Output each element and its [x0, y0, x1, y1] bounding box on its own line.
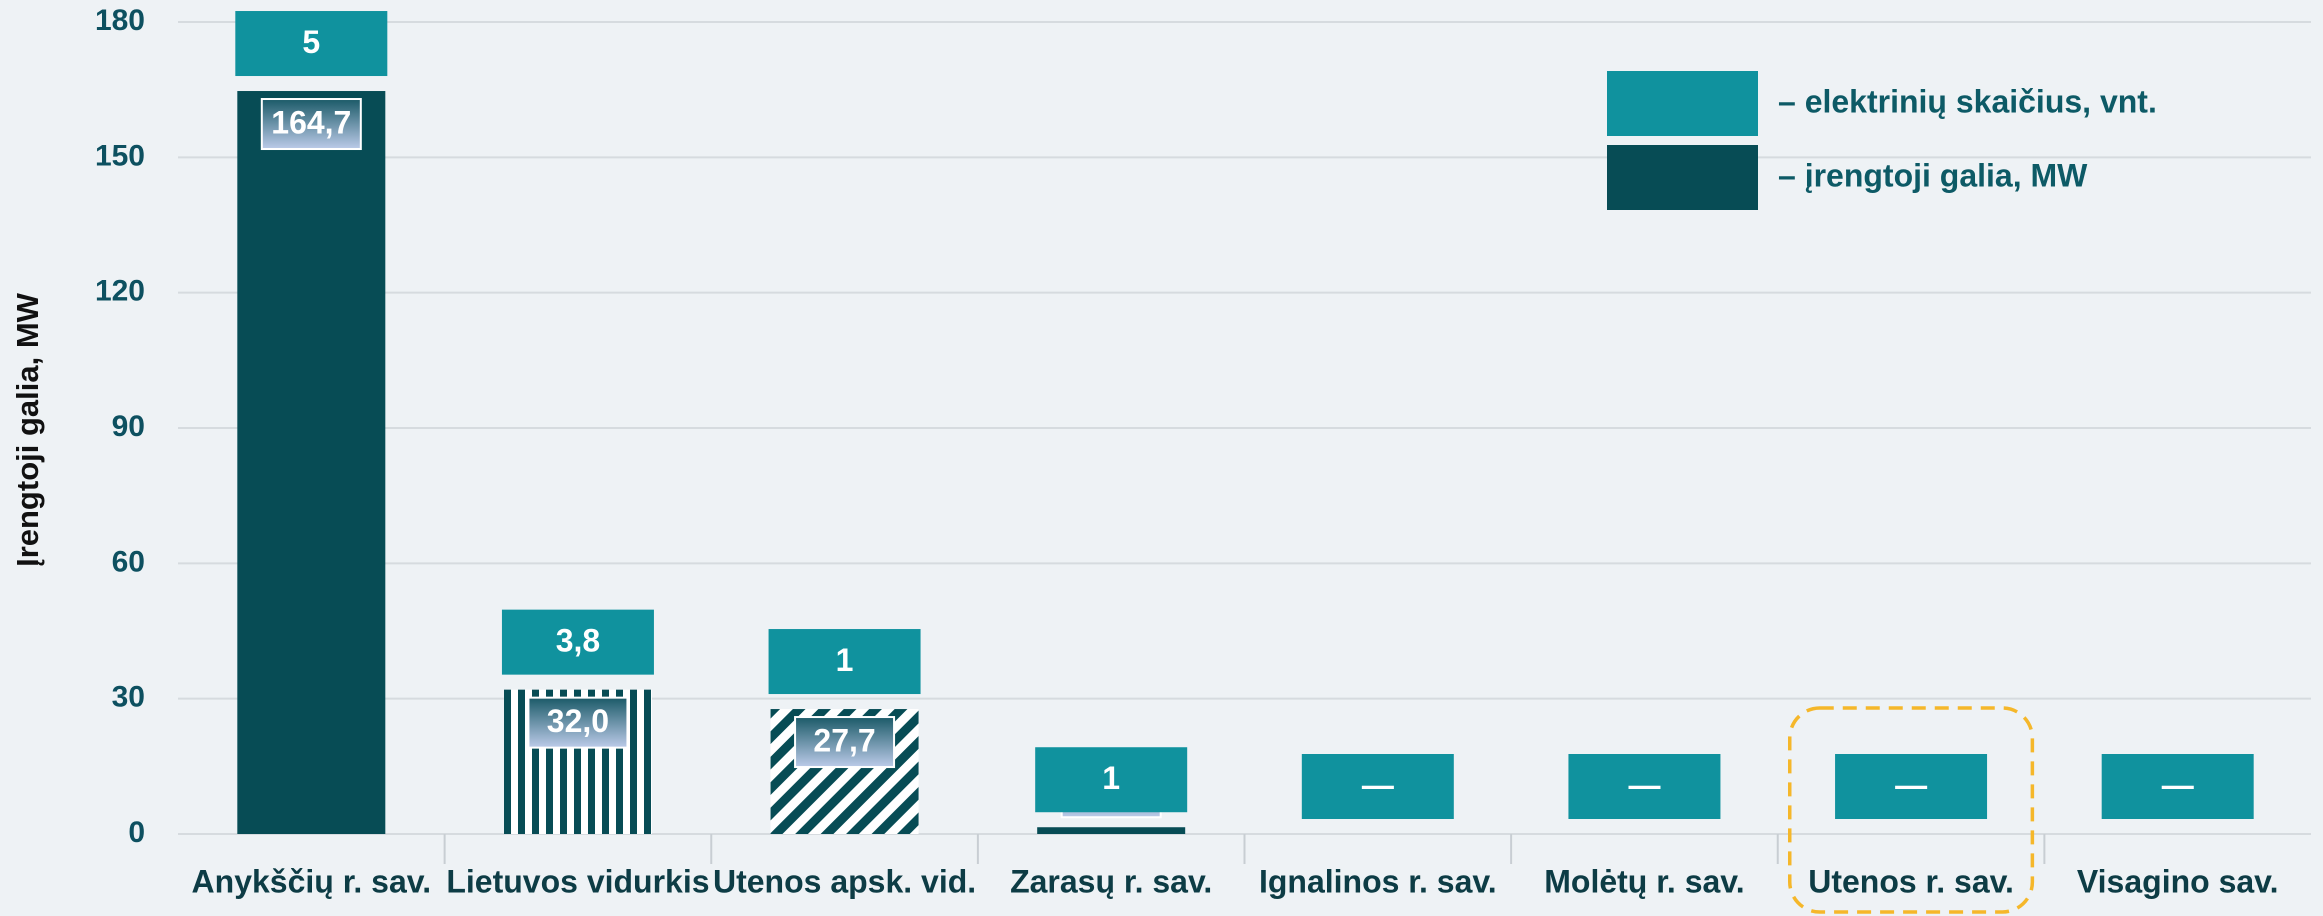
value-label: 27,7	[813, 722, 875, 758]
value-label-box	[260, 98, 362, 151]
count-box	[1301, 754, 1454, 819]
value-label: 32,0	[547, 703, 609, 739]
x-tick-label: Lietuvos vidurkis	[446, 863, 709, 899]
y-tick-label: 0	[128, 816, 145, 849]
capacity-bar	[237, 91, 386, 834]
count-label: —	[1362, 767, 1394, 803]
x-tick-label: Anykščių r. sav.	[192, 863, 432, 899]
y-tick-label: 60	[112, 545, 145, 578]
x-tick-label: Utenos r. sav.	[1808, 863, 2014, 899]
value-label-box	[794, 716, 896, 769]
count-box	[501, 609, 654, 675]
capacity-bar	[1037, 827, 1186, 834]
count-label: —	[1628, 767, 1660, 803]
count-label: —	[2162, 767, 2194, 803]
count-label: 5	[302, 24, 320, 60]
y-tick-label: 120	[95, 275, 145, 308]
y-axis-title: Įrengtoji galia, MW	[10, 292, 45, 567]
value-label-box	[527, 696, 629, 749]
x-tick-label: Utenos apsk. vid.	[713, 863, 976, 899]
legend-label: – įrengtoji galia, MW	[1778, 157, 2088, 193]
y-tick-label: 90	[112, 410, 145, 443]
y-tick-label: 150	[95, 139, 145, 172]
count-box	[2101, 754, 2254, 819]
legend-swatch	[1607, 145, 1758, 210]
legend-swatch	[1607, 71, 1758, 136]
count-box	[1568, 754, 1721, 819]
count-label: 1	[836, 642, 854, 678]
highlight-frame	[1788, 706, 2035, 914]
count-box	[768, 629, 921, 695]
y-tick-label: 30	[112, 681, 145, 714]
x-tick-label: Ignalinos r. sav.	[1259, 863, 1497, 899]
x-tick-label: Visagino sav.	[2077, 863, 2279, 899]
x-tick-label: Molėtų r. sav.	[1544, 863, 1744, 899]
value-label: 164,7	[271, 104, 351, 140]
y-tick-label: 180	[95, 4, 145, 37]
count-label: 3,8	[556, 623, 600, 659]
count-label: —	[1895, 767, 1927, 803]
x-tick-label: Zarasų r. sav.	[1010, 863, 1212, 899]
count-box	[235, 11, 388, 77]
legend-label: – elektrinių skaičius, vnt.	[1778, 83, 2157, 119]
count-label: 1	[1102, 760, 1120, 796]
count-box	[1035, 747, 1188, 813]
count-box	[1835, 754, 1988, 819]
